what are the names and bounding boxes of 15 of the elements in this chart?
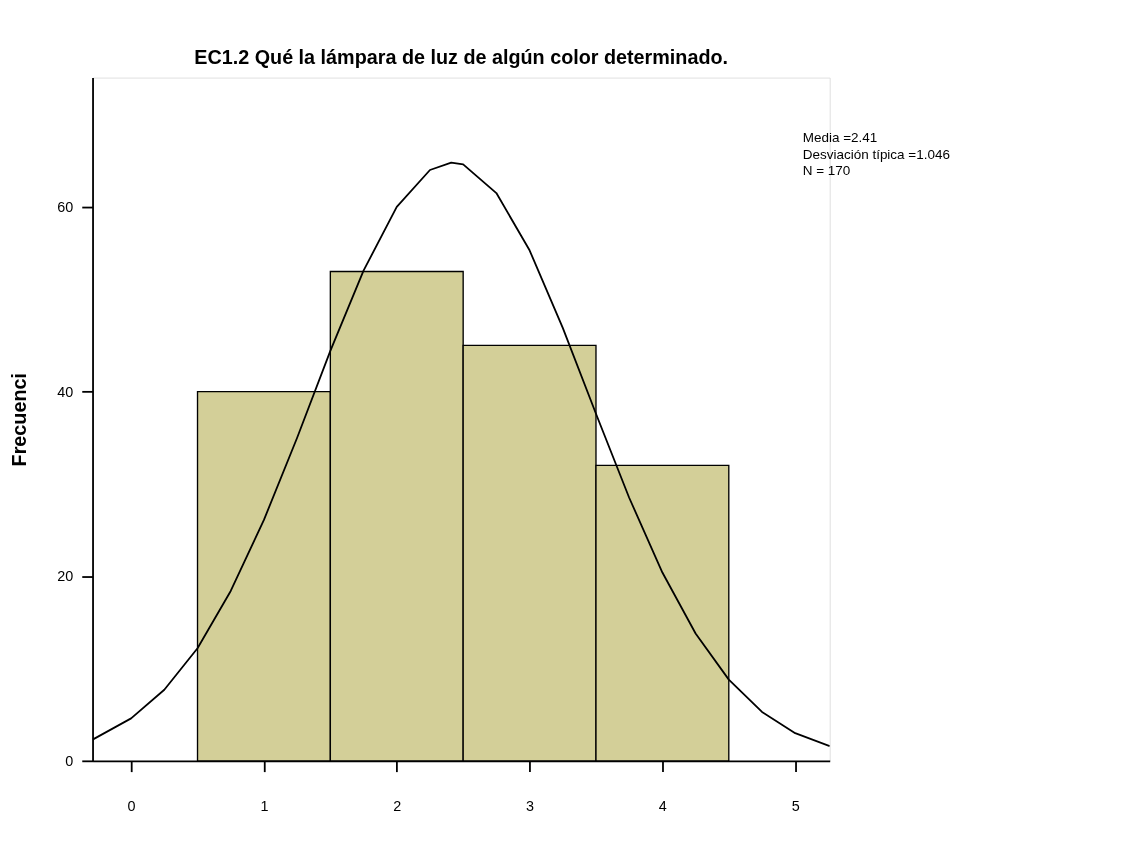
chart-title: EC1.2 Qué la lámpara de luz de algún color determinado.	[194, 46, 729, 69]
x-tick-label: 1	[260, 797, 269, 814]
x-tick-label: 4	[658, 797, 667, 814]
y-tick-label: 40	[57, 383, 74, 400]
annotation: N = 170	[802, 162, 851, 178]
x-tick-label: 2	[393, 797, 402, 814]
annotation: Desviación típica =1.046	[802, 146, 950, 162]
x-tick-label: 3	[526, 797, 535, 814]
x-tick-label: 0	[127, 797, 136, 814]
x-tick-label: 5	[791, 797, 800, 814]
y-axis-title: Frecuenci	[7, 373, 30, 467]
y-tick-label: 20	[57, 568, 74, 585]
y-tick-label: 60	[57, 198, 74, 215]
annotation: Media =2.41	[802, 130, 878, 146]
y-tick-label: 0	[65, 752, 74, 769]
